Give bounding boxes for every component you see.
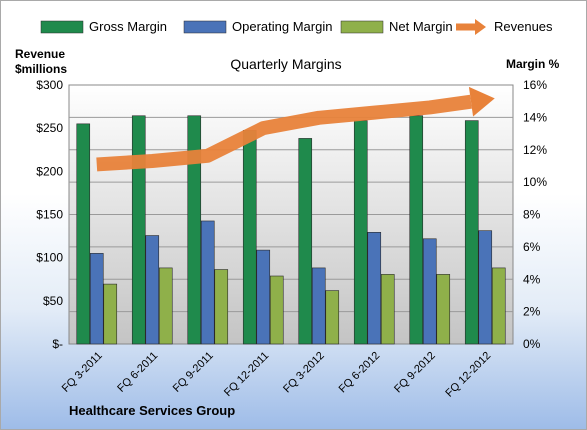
x-tick-label: FQ 9-2012 [392,350,438,396]
legend: Gross Margin Operating Margin Net Margin Re… [40,19,553,35]
bar-gross-margin [298,138,313,345]
y-left-tick-label: $300 [36,78,63,92]
bar-net-margin [158,267,173,345]
y-right-tick-label: 8% [523,208,541,222]
bar-gross-margin [353,120,368,345]
revenues-line [96,86,495,172]
legend-swatch-net-margin [340,20,384,34]
y-left-tick-label: $50 [43,294,63,308]
legend-swatch-operating-margin [183,20,227,34]
y-right-tick-label: 14% [523,110,547,124]
y-right-tick-label: 2% [523,305,541,319]
bar-gross-margin [187,115,202,345]
bar-net-margin [380,274,395,345]
bar-net-margin [269,275,284,345]
y-left-tick-label: $- [52,337,63,351]
x-tick-label: FQ 6-2012 [337,350,383,396]
bar-net-margin [325,290,340,345]
legend-label-operating-margin: Operating Margin [232,19,332,34]
y-left-tick-label: $200 [36,164,63,178]
y-right-tick-label: 4% [523,272,541,286]
y-right-label: Margin % [506,57,560,71]
bar-operating-margin [422,238,437,345]
y-left-label-line2: $millions [15,62,67,76]
bar-gross-margin [409,115,424,345]
x-tick-label: FQ 9-2011 [171,350,216,395]
bar-operating-margin [145,235,160,345]
legend-label-net-margin: Net Margin [389,19,453,34]
bar-operating-margin [367,232,382,345]
footer-company: Healthcare Services Group [69,403,235,418]
x-tick-label: FQ 12-2011 [222,350,271,399]
bar-net-margin [103,283,118,345]
x-tick-label: FQ 6-2011 [115,350,160,395]
y-right-tick-label: 0% [523,337,541,351]
y-left-tick-label: $100 [36,251,63,265]
y-left-tick-label: $150 [36,208,63,222]
y-right-tick-label: 6% [523,240,541,254]
x-tick-label: FQ 3-2012 [281,350,327,396]
bars [76,115,506,345]
bar-operating-margin [256,249,271,345]
legend-swatch-gross-margin [40,20,84,34]
bar-gross-margin [131,115,146,345]
bar-gross-margin [464,120,479,345]
x-tick-label: FQ 3-2011 [60,350,105,395]
y-right-tick-label: 12% [523,143,547,157]
y-right-tick-label: 16% [523,78,547,92]
bar-net-margin [491,267,506,345]
bar-operating-margin [478,230,493,345]
legend-label-revenues: Revenues [494,19,553,34]
y-left-label-line1: Revenue [15,47,65,61]
revenues-line-path [96,94,472,172]
y-right-tick-label: 10% [523,175,547,189]
legend-label-gross-margin: Gross Margin [89,19,167,34]
bar-operating-margin [311,267,326,345]
bar-gross-margin [76,123,91,345]
bar-operating-margin [89,253,104,345]
x-tick-label: FQ 12-2012 [443,350,493,400]
revenues-arrowhead [468,86,495,117]
bar-gross-margin [242,130,257,345]
bar-operating-margin [200,220,215,345]
y-left-tick-label: $250 [36,121,63,135]
bar-net-margin [436,274,451,345]
legend-arrowhead [475,19,486,35]
bar-net-margin [214,269,229,345]
chart-title: Quarterly Margins [230,56,341,72]
